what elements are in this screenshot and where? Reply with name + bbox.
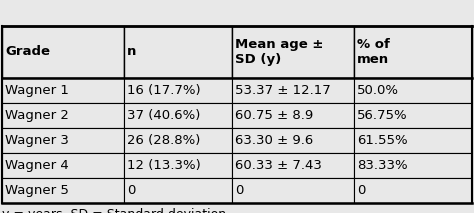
Text: 16 (17.7%): 16 (17.7%) xyxy=(127,84,201,97)
Text: 83.33%: 83.33% xyxy=(357,159,408,172)
Bar xyxy=(124,26,232,78)
Text: Wagner 3: Wagner 3 xyxy=(5,134,69,147)
Bar xyxy=(354,178,472,203)
Text: 56.75%: 56.75% xyxy=(357,109,408,122)
Text: 0: 0 xyxy=(235,184,244,197)
Text: y = years, SD = Standard deviation: y = years, SD = Standard deviation xyxy=(2,208,227,213)
Bar xyxy=(2,78,124,103)
Bar xyxy=(232,78,354,103)
Bar xyxy=(232,153,354,178)
Text: 63.30 ± 9.6: 63.30 ± 9.6 xyxy=(235,134,313,147)
Bar xyxy=(2,103,124,128)
Text: 53.37 ± 12.17: 53.37 ± 12.17 xyxy=(235,84,331,97)
Bar xyxy=(354,153,472,178)
Bar xyxy=(2,178,124,203)
Bar xyxy=(124,178,232,203)
Bar xyxy=(232,128,354,153)
Bar xyxy=(124,128,232,153)
Text: 61.55%: 61.55% xyxy=(357,134,408,147)
Bar xyxy=(2,26,124,78)
Text: 50.0%: 50.0% xyxy=(357,84,399,97)
Text: 12 (13.3%): 12 (13.3%) xyxy=(127,159,201,172)
Text: 0: 0 xyxy=(127,184,136,197)
Text: 0: 0 xyxy=(357,184,365,197)
Text: 60.75 ± 8.9: 60.75 ± 8.9 xyxy=(235,109,313,122)
Bar xyxy=(354,103,472,128)
Text: 37 (40.6%): 37 (40.6%) xyxy=(127,109,201,122)
Bar xyxy=(354,26,472,78)
Bar xyxy=(354,128,472,153)
Bar xyxy=(232,103,354,128)
Bar xyxy=(2,128,124,153)
Bar xyxy=(2,153,124,178)
Text: n: n xyxy=(127,45,137,58)
Text: Wagner 5: Wagner 5 xyxy=(5,184,69,197)
Text: Grade: Grade xyxy=(5,45,50,58)
Bar xyxy=(124,153,232,178)
Text: Wagner 1: Wagner 1 xyxy=(5,84,69,97)
Text: Mean age ±
SD (y): Mean age ± SD (y) xyxy=(235,38,324,66)
Bar xyxy=(354,78,472,103)
Bar xyxy=(124,78,232,103)
Bar xyxy=(232,178,354,203)
Text: % of
men: % of men xyxy=(357,38,390,66)
Text: 26 (28.8%): 26 (28.8%) xyxy=(127,134,201,147)
Text: 60.33 ± 7.43: 60.33 ± 7.43 xyxy=(235,159,322,172)
Text: Wagner 4: Wagner 4 xyxy=(5,159,69,172)
Bar xyxy=(124,103,232,128)
Text: Wagner 2: Wagner 2 xyxy=(5,109,69,122)
Bar xyxy=(232,26,354,78)
